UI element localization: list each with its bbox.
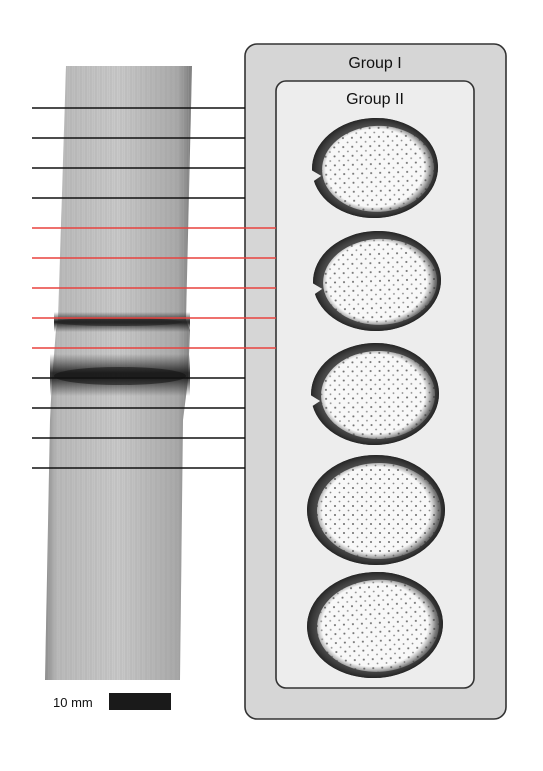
cut-lines-group	[32, 107, 276, 469]
cross-sections-group	[307, 117, 445, 679]
cross-section-2	[311, 230, 441, 332]
notch-mark	[310, 169, 322, 184]
cross-section-4	[307, 455, 445, 565]
sugarcane-stalk-image	[45, 66, 192, 680]
cross-section-1	[310, 117, 438, 219]
scale-bar	[109, 693, 171, 710]
group-ii-label: Group II	[346, 91, 404, 108]
notch-mark	[311, 282, 323, 297]
cross-section-5	[307, 571, 443, 679]
group-i-label: Group I	[348, 55, 401, 72]
cross-section-3	[308, 342, 439, 446]
notch-mark	[308, 394, 321, 409]
scale-bar-label: 10 mm	[53, 695, 93, 710]
